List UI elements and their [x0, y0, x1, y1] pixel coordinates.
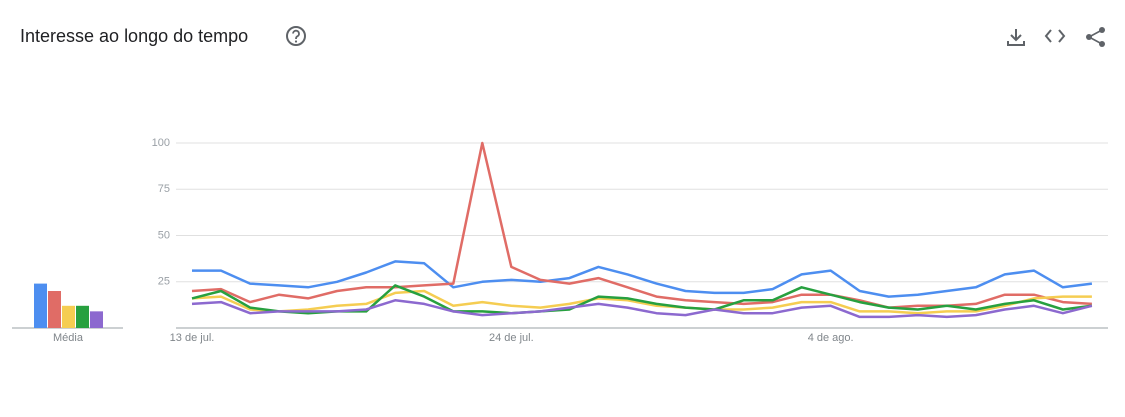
y-tick-label: 75 — [158, 183, 170, 195]
download-button[interactable] — [1007, 29, 1025, 46]
average-bar — [76, 305, 89, 328]
share-button[interactable] — [1086, 27, 1105, 47]
help-icon[interactable] — [286, 26, 306, 46]
x-tick-label: 24 de jul. — [489, 332, 534, 344]
trend-line — [192, 260, 1093, 298]
average-bar — [48, 291, 61, 328]
y-tick-label: 25 — [158, 276, 170, 288]
y-tick-label: 50 — [158, 229, 170, 241]
x-tick-label: 13 de jul. — [170, 332, 215, 344]
average-bar — [34, 283, 47, 328]
y-tick-label: 100 — [152, 137, 170, 149]
average-bar — [90, 311, 103, 328]
average-bar — [62, 305, 75, 328]
trend-line — [191, 299, 1093, 319]
widget-title: Interesse ao longo do tempo — [20, 26, 248, 46]
x-tick-label: 4 de ago. — [808, 332, 854, 344]
trend-line — [191, 289, 1092, 315]
bar-label: Média — [53, 332, 84, 344]
embed-button[interactable] — [1044, 29, 1066, 43]
